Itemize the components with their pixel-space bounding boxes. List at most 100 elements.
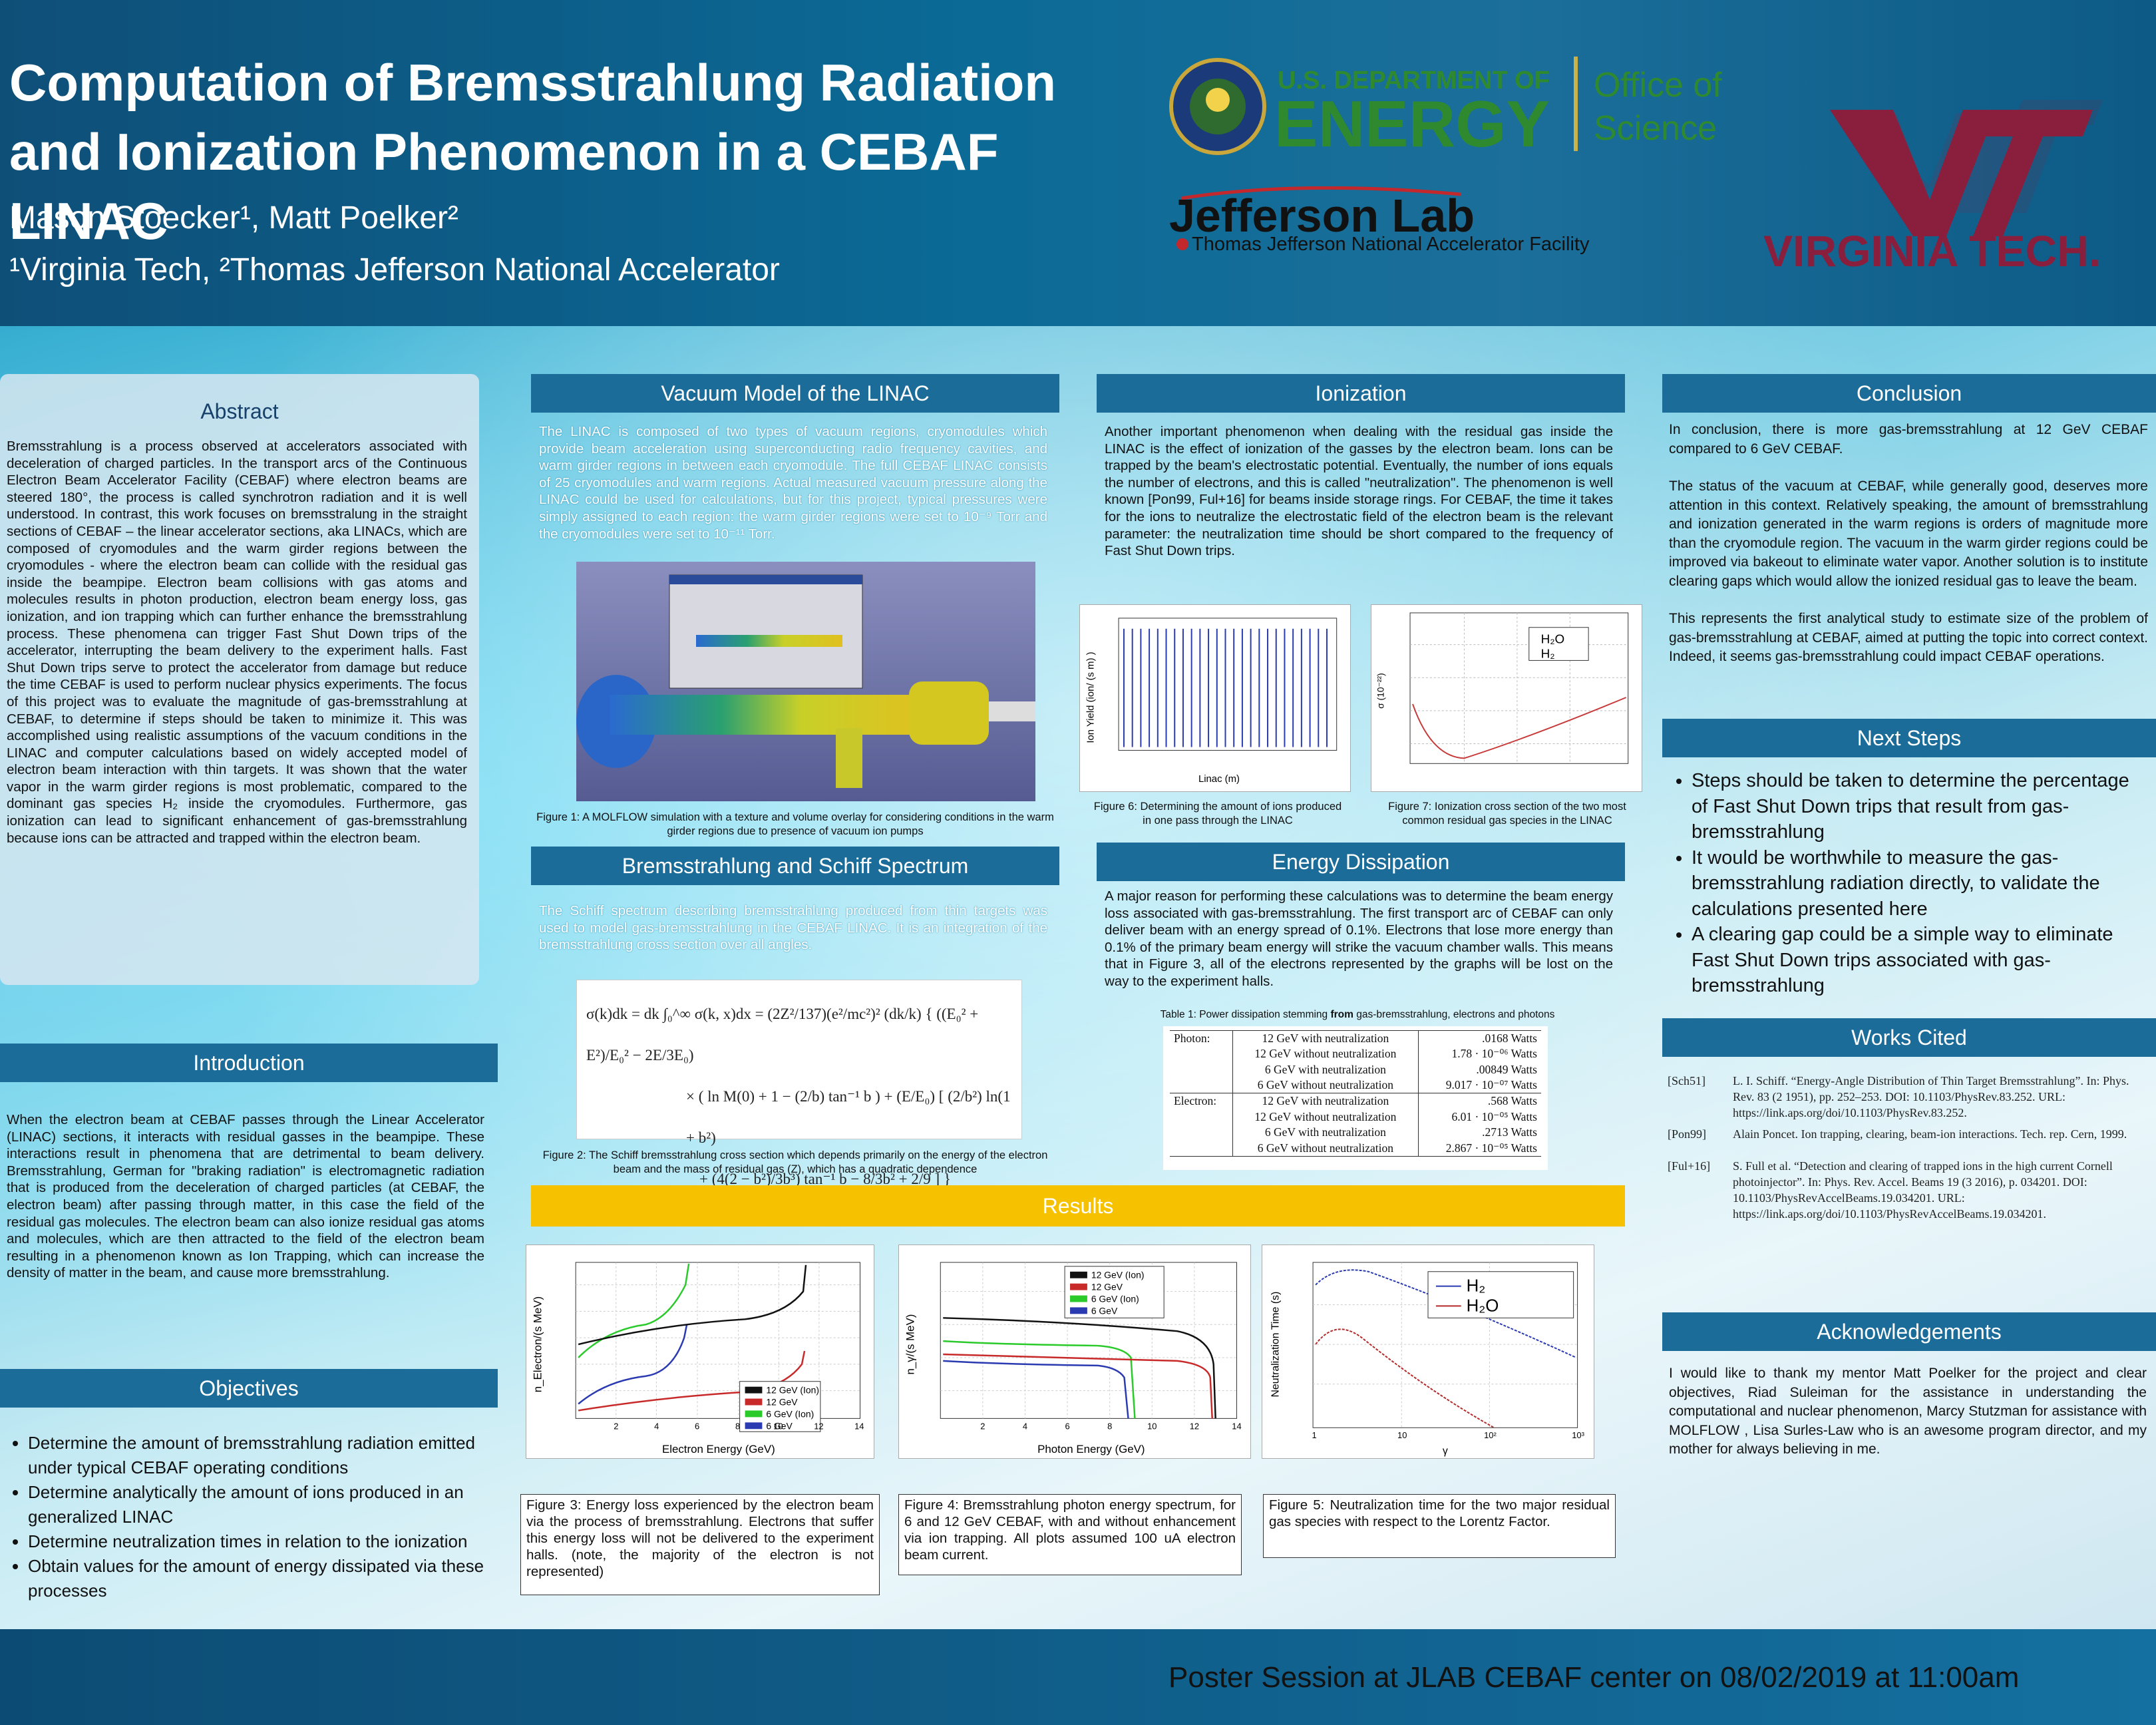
fig3-y-label: n_Electron/(s MeV) (531, 1296, 544, 1392)
power-dissipation-table: Photon: 12 GeV with neutralization .0168 W… (1163, 1026, 1548, 1170)
table-cell: .00849 Watts (1417, 1061, 1541, 1078)
table-row: 6 GeV without neutralization 2.867 · 10⁻⁰… (1170, 1140, 1541, 1157)
next-steps-heading: Next Steps (1662, 719, 2156, 757)
conclusion-paragraph: This represents the first analytical stu… (1669, 611, 2148, 664)
table-cell: 2.867 · 10⁻⁰⁵ Watts (1417, 1140, 1541, 1157)
table-row: 12 GeV without neutralization 6.01 · 10⁻⁰… (1170, 1109, 1541, 1125)
x-tick-label: 14 (1232, 1421, 1241, 1431)
conclusion-body: In conclusion, there is more gas-bremsst… (1669, 421, 2148, 667)
reference-key: [Sch51] (1668, 1074, 1706, 1087)
fig5-x-label: γ (1443, 1445, 1448, 1457)
objective-item: Obtain values for the amount of energy d… (28, 1554, 491, 1603)
figure5-caption: Figure 5: Neutralization time for the tw… (1263, 1494, 1616, 1558)
legend-swatch (1070, 1271, 1087, 1278)
table-caption-part: gas-bremsstrahlung, electrons and photon… (1353, 1009, 1555, 1020)
vt-v-icon (1830, 110, 1996, 236)
fig5-legend-h2o: H₂O (1467, 1296, 1499, 1315)
legend-swatch (745, 1422, 763, 1430)
legend-swatch (1070, 1295, 1087, 1302)
conclusion-paragraph: The status of the vacuum at CEBAF, while… (1669, 479, 2148, 589)
header-band (0, 0, 2156, 333)
x-tick-label: 2 (614, 1421, 618, 1431)
x-tick-label: 8 (735, 1421, 740, 1431)
legend-label: 6 GeV (1091, 1305, 1118, 1316)
x-tick-label: 10 (1397, 1430, 1407, 1440)
table-row: Photon: 12 GeV with neutralization .0168 W… (1170, 1030, 1541, 1047)
next-step-item: Steps should be taken to determine the p… (1692, 768, 2149, 845)
introduction-heading: Introduction (0, 1044, 498, 1082)
table-cell: Photon: (1174, 1032, 1210, 1046)
table-cell: 12 GeV with neutralization (1232, 1093, 1419, 1109)
doe-logo: U.S. DEPARTMENT OF ENERGY Office of Scie… (1169, 57, 1722, 156)
legend-label: 6 GeV (Ion) (766, 1408, 814, 1419)
conclusion-paragraph: In conclusion, there is more gas-bremsst… (1669, 422, 2148, 457)
objective-item: Determine neutralization times in relati… (28, 1529, 491, 1554)
x-tick-label: 12 (1190, 1421, 1199, 1431)
table-cell (1170, 1046, 1233, 1062)
legend-swatch (1070, 1283, 1087, 1290)
x-tick-label: 4 (1023, 1421, 1027, 1431)
doe-line2: ENERGY (1274, 87, 1550, 156)
abstract-body: Bremsstrahlung is a process observed at … (7, 439, 467, 846)
table-cell: 6 GeV without neutralization (1232, 1077, 1419, 1093)
table-row: 6 GeV without neutralization 9.017 · 10⁻⁰… (1170, 1077, 1541, 1093)
ionization-body: Another important phenomenon when dealin… (1105, 424, 1613, 559)
x-tick-label: 12 (814, 1421, 823, 1431)
fig5-y-label: Neutralization Time (s) (1270, 1292, 1281, 1398)
equation-line-2: × ( ln M(0) + 1 − (2/b) tan⁻¹ b ) + (E/E… (686, 1088, 1011, 1146)
table-cell: .0168 Watts (1417, 1030, 1541, 1047)
next-steps-list: Steps should be taken to determine the p… (1669, 768, 2149, 999)
table-cell (1170, 1077, 1233, 1093)
abstract-panel: Abstract (0, 374, 479, 985)
authors: Mason Stoecker¹, Matt Poelker² (9, 200, 458, 236)
table-row: 6 GeV with neutralization .2713 Watts (1170, 1125, 1541, 1141)
table-caption-part: Table 1: Power dissipation stemming (1160, 1009, 1331, 1020)
table-cell: .568 Watts (1417, 1093, 1541, 1109)
vacuum-body: The LINAC is composed of two types of va… (539, 424, 1047, 542)
equation-line-1: σ(k)dk = dk ∫₀^∞ σ(k, x)dx = (2Z²/137)(e… (586, 1006, 979, 1063)
footer-band (0, 1629, 2156, 1725)
doe-line1: U.S. DEPARTMENT OF (1278, 67, 1550, 95)
legend-label: 12 GeV (766, 1396, 798, 1407)
legend-label: 6 GeV (766, 1420, 793, 1431)
poster-title: Computation of Bremsstrahlung Radiation … (9, 53, 1057, 250)
footer-text: Poster Session at JLAB CEBAF center on 0… (1168, 1661, 2020, 1694)
figure2-caption: Figure 2: The Schiff bremsstrahlung cros… (542, 1149, 1048, 1175)
fig7-legend-h2o: H₂O (1541, 632, 1565, 646)
fig7-y-label: σ (10⁻²²) (1375, 673, 1385, 709)
schiff-equation: σ(k)dk = dk ∫₀^∞ σ(k, x)dx = (2Z²/137)(e… (576, 980, 1022, 1187)
doe-office1: Office of (1594, 66, 1722, 104)
reference-text: S. Full et al. “Detection and clearing o… (1733, 1159, 2113, 1221)
figure3-caption: Figure 3: Energy loss experienced by the… (520, 1494, 880, 1595)
table-row: Electron: 12 GeV with neutralization .568 … (1170, 1093, 1541, 1109)
x-tick-label: 14 (854, 1421, 864, 1431)
table-cell: 6.01 · 10⁻⁰⁵ Watts (1417, 1109, 1541, 1125)
x-tick-label: 10³ (1572, 1430, 1584, 1440)
fig6-x-label: Linac (m) (1198, 774, 1240, 785)
x-tick-label: 6 (695, 1421, 699, 1431)
objective-item: Determine the amount of bremsstrahlung r… (28, 1431, 491, 1480)
ionization-heading: Ionization (1097, 374, 1625, 413)
x-tick-label: 6 (1065, 1421, 1069, 1431)
vt-wordmark: VIRGINIA TECH. (1763, 226, 2101, 273)
next-step-item: A clearing gap could be a simple way to … (1692, 922, 2149, 999)
figure7-cross-section-plot: H₂O H₂ σ (10⁻²²) (1371, 604, 1642, 792)
table-row: 6 GeV with neutralization .00849 Watts (1170, 1061, 1541, 1078)
objective-item: Determine analytically the amount of ion… (28, 1480, 491, 1529)
fig5-legend-h2: H₂ (1467, 1277, 1486, 1296)
works-cited-heading: Works Cited (1662, 1018, 2156, 1057)
table-cell: 6 GeV with neutralization (1232, 1061, 1419, 1078)
x-tick-label: 1 (1312, 1430, 1316, 1440)
table-caption-emph: from (1330, 1009, 1353, 1020)
fig7-legend-h2: H₂ (1541, 646, 1555, 660)
jlab-subtitle: Thomas Jefferson National Accelerator Fa… (1192, 234, 1590, 255)
legend-label: 12 GeV (Ion) (766, 1385, 819, 1396)
table-cell: 1.78 · 10⁻⁰⁶ Watts (1417, 1046, 1541, 1062)
fig4-y-label: n_γ/(s MeV) (904, 1314, 917, 1375)
affiliations: ¹Virginia Tech, ²Thomas Jefferson Nation… (9, 252, 780, 288)
legend-swatch (1070, 1307, 1087, 1314)
table-cell: 12 GeV without neutralization (1232, 1046, 1419, 1062)
figure6-ion-yield-plot: Linac (m) Ion Yield (ion/ (s m) ) (1079, 604, 1351, 792)
jlab-name: Jefferson Lab (1169, 190, 1475, 242)
